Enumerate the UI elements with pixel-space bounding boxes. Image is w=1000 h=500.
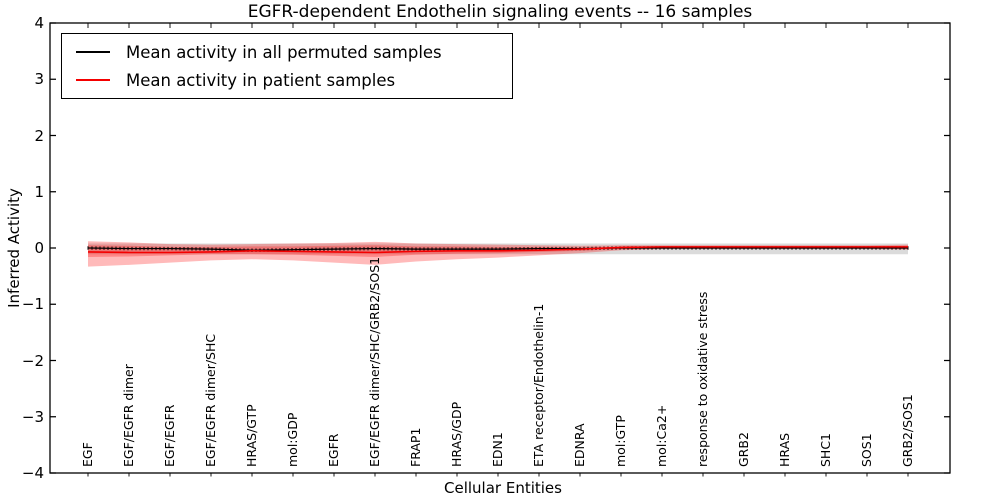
legend-line-sample-red xyxy=(76,79,110,81)
line-patient-mean xyxy=(87,246,908,254)
y-tick-label: −1 xyxy=(21,295,44,314)
x-category-label: GRB2/SOS1 xyxy=(900,394,915,467)
x-category-label: EGF/EGFR dimer xyxy=(121,364,136,467)
legend-label-permuted: Mean activity in all permuted samples xyxy=(126,42,442,62)
y-tick-label: 3 xyxy=(34,70,44,89)
x-category-label: mol:GDP xyxy=(285,412,300,467)
y-tick-label: −4 xyxy=(21,464,44,482)
line-permuted-mean xyxy=(87,247,908,251)
y-ticks xyxy=(50,22,950,474)
legend-label-patient: Mean activity in patient samples xyxy=(126,70,396,90)
x-category-label: EDN1 xyxy=(490,432,505,467)
x-category-label: HRAS xyxy=(777,432,792,467)
x-ticks xyxy=(87,23,909,477)
x-category-label: SHC1 xyxy=(818,432,833,467)
x-category-label: mol:GTP xyxy=(613,415,628,467)
legend-item-patient: Mean activity in patient samples xyxy=(76,71,512,90)
x-category-label: GRB2 xyxy=(736,432,751,467)
y-tick-label: −2 xyxy=(21,351,44,370)
x-category-label: EGF/EGFR xyxy=(162,404,177,467)
x-category-label: SOS1 xyxy=(859,433,874,467)
x-category-label: mol:Ca2+ xyxy=(654,404,669,467)
x-category-label: EGFR xyxy=(326,433,341,467)
y-tick-label: 4 xyxy=(34,14,44,32)
x-category-label: EGF/EGFR dimer/SHC xyxy=(203,333,218,467)
legend-item-permuted: Mean activity in all permuted samples xyxy=(76,43,512,62)
x-axis-label: Cellular Entities xyxy=(444,479,562,497)
y-tick-label: 1 xyxy=(34,182,44,201)
legend: Mean activity in all permuted samples Me… xyxy=(61,33,513,99)
y-tick-label: 2 xyxy=(34,126,44,145)
x-category-label: ETA receptor/Endothelin-1 xyxy=(531,303,546,467)
chart-title: EGFR-dependent Endothelin signaling even… xyxy=(247,2,753,22)
x-category-label: EDNRA xyxy=(572,423,587,467)
x-category-label: EGF xyxy=(80,442,95,467)
x-category-label: HRAS/GTP xyxy=(244,404,259,467)
x-category-label: HRAS/GDP xyxy=(449,401,464,467)
y-tick-label: 0 xyxy=(34,239,44,257)
x-category-label: FRAP1 xyxy=(408,427,423,467)
x-category-label: response to oxidative stress xyxy=(695,291,710,467)
legend-line-sample-black xyxy=(76,51,110,53)
y-tick-label: −3 xyxy=(21,407,44,426)
x-category-label: EGF/EGFR dimer/SHC/GRB2/SOS1 xyxy=(367,256,382,467)
